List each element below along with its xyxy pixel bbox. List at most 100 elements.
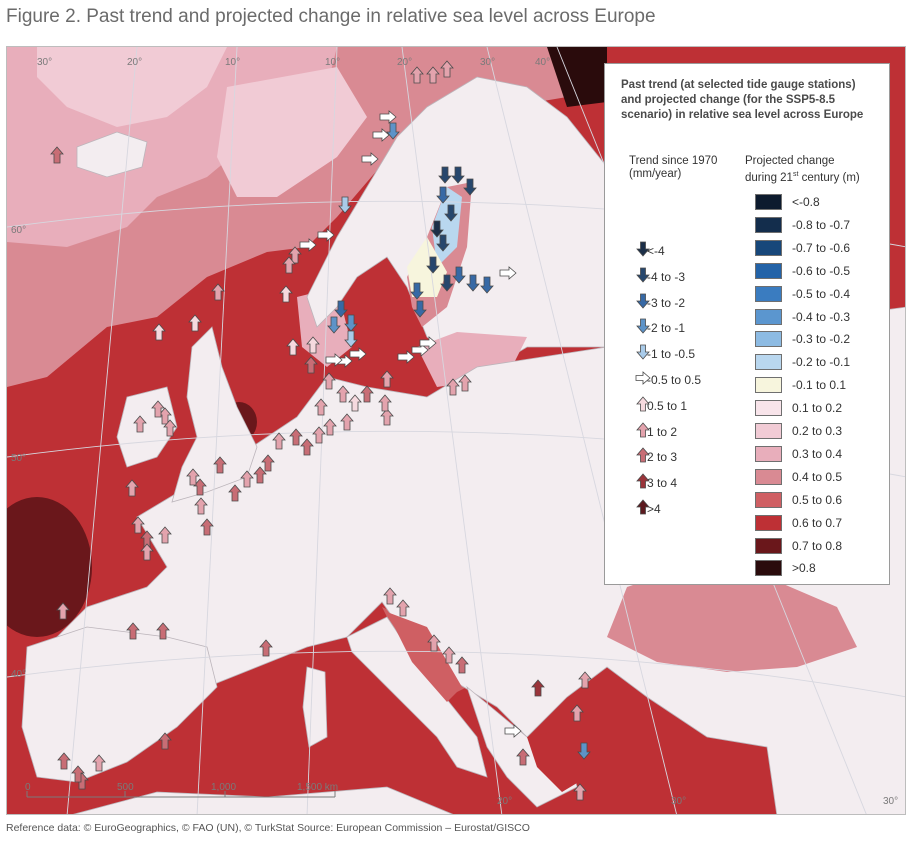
land-adriatic-sea	[387, 612, 462, 702]
arrow-up-icon	[289, 428, 303, 446]
trend-legend-label: -0.5 to 0.5	[647, 373, 702, 387]
arrow-down-icon	[577, 742, 591, 760]
arrow-up-icon	[140, 543, 154, 561]
trend-legend-label: -2 to -1	[647, 321, 686, 336]
arrow-right-icon	[361, 152, 379, 166]
trend-legend-label: 2 to 3	[647, 450, 678, 465]
arrow-down-icon	[636, 241, 650, 257]
graticule-lat-40	[7, 650, 905, 698]
trend-legend-label: >4	[647, 502, 661, 516]
arrow-up-icon	[240, 470, 254, 488]
arrow-up-icon	[57, 752, 71, 770]
arrow-right-icon	[419, 336, 437, 350]
arrow-down-icon	[436, 234, 450, 252]
zone-white-sea-dark	[547, 47, 607, 107]
arrow-up-icon	[396, 599, 410, 617]
arrow-up-icon	[578, 671, 592, 689]
projected-legend-item: -0.7 to -0.6	[755, 238, 850, 258]
arrow-up-icon	[322, 372, 336, 390]
trend-legend-item: 3 to 4	[635, 473, 677, 493]
arrow-down-icon	[636, 344, 650, 360]
projected-heading-line2: during 21st century (m)	[745, 168, 860, 185]
legend-swatch	[755, 514, 782, 531]
projected-legend-item: 0.4 to 0.5	[755, 467, 842, 487]
arrow-up-icon	[314, 398, 328, 416]
arrow-up-icon	[570, 704, 584, 722]
projected-legend-label: -0.5 to -0.4	[792, 286, 851, 301]
projected-legend-label: -0.3 to -0.2	[792, 332, 851, 347]
legend-swatch	[755, 262, 782, 279]
arrow-down-icon	[466, 274, 480, 292]
trend-legend-label: 0.5 to 1	[647, 398, 688, 413]
zone-north-atlantic-palest	[37, 47, 227, 127]
projected-legend-label: 0.4 to 0.5	[792, 469, 843, 484]
arrow-up-icon	[378, 394, 392, 412]
arrow-down-icon	[410, 282, 424, 300]
projected-legend-item: 0.3 to 0.4	[755, 444, 842, 464]
arrow-up-icon	[636, 447, 650, 463]
arrow-up-icon	[261, 454, 275, 472]
arrow-up-icon	[158, 732, 172, 750]
legend-swatch	[755, 216, 782, 233]
projected-legend-item: <-0.8	[755, 192, 820, 212]
projected-legend-label: >0.8	[792, 561, 816, 576]
legend-swatch	[755, 491, 782, 508]
scale-label: 1,000	[211, 783, 236, 793]
trend-heading-line1: Trend since 1970	[629, 155, 718, 167]
trend-legend-item: -1 to -0.5	[635, 344, 695, 364]
trend-legend-label: 3 to 4	[647, 476, 678, 491]
projected-legend-item: 0.1 to 0.2	[755, 398, 842, 418]
zone-biscay-dark	[7, 497, 92, 637]
trend-legend-item: -3 to -2	[635, 293, 685, 313]
arrow-down-icon	[444, 204, 458, 222]
projected-legend-item: -0.5 to -0.4	[755, 284, 850, 304]
arrow-up-icon	[259, 639, 273, 657]
graticule-label: 40°	[11, 669, 26, 680]
trend-legend-item: 0.5 to 1	[635, 396, 687, 416]
arrow-down-icon	[636, 318, 650, 335]
source-note: Reference data: © EuroGeographics, © FAO…	[6, 822, 530, 834]
arrow-up-icon	[336, 385, 350, 403]
graticule-label: 30°	[883, 796, 898, 807]
trend-heading: Trend since 1970 (mm/year)	[629, 155, 717, 181]
projected-heading-pre: during 21	[745, 171, 793, 184]
arrow-down-icon	[636, 267, 650, 283]
arrow-up-icon	[427, 634, 441, 652]
arrow-up-icon	[56, 602, 70, 620]
scale-label: 1,500 km	[297, 783, 338, 793]
arrow-up-icon	[380, 370, 394, 388]
land-aegean-sea	[527, 727, 587, 792]
graticule-label: 40°	[535, 57, 550, 68]
projected-legend-item: -0.4 to -0.3	[755, 307, 850, 327]
land-north-africa	[72, 786, 454, 814]
arrow-right-icon	[325, 353, 343, 367]
projected-legend-item: 0.2 to 0.3	[755, 421, 842, 441]
projected-legend-item: -0.1 to 0.1	[755, 375, 846, 395]
legend-swatch	[755, 354, 782, 371]
arrow-up-icon	[636, 396, 650, 412]
land-gulf-bothnia-neutral	[407, 237, 447, 297]
arrow-down-icon	[426, 256, 440, 274]
projected-legend-item: -0.8 to -0.7	[755, 215, 850, 235]
map-legend: Past trend (at selected tide gauge stati…	[604, 63, 890, 585]
graticule-label: 10°	[225, 57, 240, 68]
arrow-up-icon	[131, 516, 145, 534]
arrow-down-icon	[480, 276, 494, 294]
legend-swatch	[755, 331, 782, 348]
trend-legend-item: -2 to -1	[635, 318, 685, 338]
arrow-up-icon	[340, 413, 354, 431]
arrow-up-icon	[188, 314, 202, 332]
trend-legend-item: >4	[635, 499, 661, 519]
arrow-up-icon	[360, 385, 374, 403]
arrow-up-icon	[440, 60, 454, 78]
arrow-up-icon	[426, 66, 440, 84]
arrow-up-icon	[442, 646, 456, 664]
arrow-up-icon	[288, 246, 302, 264]
arrow-up-icon	[573, 783, 587, 801]
projected-legend-label: -0.6 to -0.5	[792, 263, 851, 278]
arrow-right-icon	[504, 724, 522, 738]
arrow-down-icon	[413, 300, 427, 318]
map-panel: 30° 20° 10° 10° 20° 30° 40° 20° 30° 30° …	[6, 46, 906, 815]
legend-title: Past trend (at selected tide gauge stati…	[621, 79, 864, 121]
arrow-up-icon	[125, 479, 139, 497]
